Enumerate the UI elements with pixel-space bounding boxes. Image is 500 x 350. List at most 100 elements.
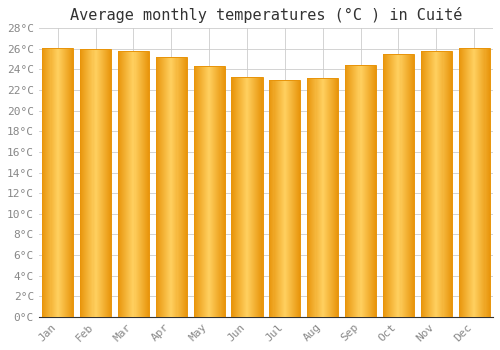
Bar — [373, 65, 374, 317]
Bar — [199, 66, 200, 317]
Bar — [387, 54, 388, 317]
Bar — [390, 54, 391, 317]
Bar — [122, 51, 123, 317]
Bar — [196, 66, 198, 317]
Bar — [314, 78, 316, 317]
Bar — [324, 78, 325, 317]
Bar — [400, 54, 402, 317]
Bar — [64, 48, 65, 317]
Bar — [331, 78, 332, 317]
Bar — [138, 51, 140, 317]
Bar — [82, 49, 83, 317]
Bar — [118, 51, 119, 317]
Bar — [238, 77, 240, 317]
Bar — [383, 54, 414, 317]
Bar — [333, 78, 334, 317]
Bar — [88, 49, 90, 317]
Bar — [176, 57, 178, 317]
Bar — [291, 80, 292, 317]
Bar — [318, 78, 320, 317]
Bar — [362, 65, 364, 317]
Bar — [270, 80, 272, 317]
Bar — [100, 49, 101, 317]
Bar — [480, 48, 482, 317]
Bar — [396, 54, 398, 317]
Bar — [248, 77, 249, 317]
Bar — [404, 54, 406, 317]
Bar — [473, 48, 474, 317]
Bar — [254, 77, 256, 317]
Bar — [211, 66, 212, 317]
Bar — [307, 78, 308, 317]
Bar — [424, 51, 425, 317]
Bar — [274, 80, 276, 317]
Bar — [168, 57, 169, 317]
Bar — [476, 48, 477, 317]
Bar — [180, 57, 182, 317]
Bar — [206, 66, 207, 317]
Bar — [234, 77, 236, 317]
Bar — [202, 66, 203, 317]
Bar — [81, 49, 82, 317]
Bar — [108, 49, 109, 317]
Bar — [244, 77, 245, 317]
Bar — [356, 65, 358, 317]
Bar — [276, 80, 278, 317]
Bar — [128, 51, 130, 317]
Bar — [398, 54, 400, 317]
Bar — [429, 51, 430, 317]
Bar — [222, 66, 224, 317]
Bar — [392, 54, 393, 317]
Bar — [326, 78, 327, 317]
Bar — [144, 51, 145, 317]
Bar — [145, 51, 146, 317]
Bar — [433, 51, 434, 317]
Bar — [98, 49, 100, 317]
Bar — [393, 54, 394, 317]
Bar — [203, 66, 204, 317]
Bar — [70, 48, 71, 317]
Bar — [285, 80, 286, 317]
Bar — [69, 48, 70, 317]
Bar — [335, 78, 336, 317]
Bar — [345, 65, 376, 317]
Bar — [316, 78, 318, 317]
Bar — [118, 51, 149, 317]
Bar — [80, 49, 81, 317]
Bar — [198, 66, 199, 317]
Bar — [140, 51, 141, 317]
Bar — [178, 57, 180, 317]
Bar — [468, 48, 469, 317]
Bar — [60, 48, 61, 317]
Bar — [421, 51, 452, 317]
Bar — [240, 77, 241, 317]
Bar — [85, 49, 86, 317]
Bar — [383, 54, 384, 317]
Bar — [201, 66, 202, 317]
Bar — [286, 80, 287, 317]
Bar — [391, 54, 392, 317]
Bar — [126, 51, 127, 317]
Bar — [251, 77, 252, 317]
Bar — [186, 57, 187, 317]
Bar — [412, 54, 413, 317]
Bar — [143, 51, 144, 317]
Bar — [121, 51, 122, 317]
Bar — [96, 49, 98, 317]
Bar — [421, 51, 422, 317]
Bar — [488, 48, 490, 317]
Bar — [256, 77, 258, 317]
Bar — [475, 48, 476, 317]
Bar — [42, 48, 74, 317]
Bar — [280, 80, 282, 317]
Bar — [460, 48, 462, 317]
Bar — [328, 78, 329, 317]
Bar — [385, 54, 386, 317]
Bar — [200, 66, 201, 317]
Bar — [123, 51, 124, 317]
Bar — [109, 49, 110, 317]
Bar — [232, 77, 234, 317]
Bar — [428, 51, 429, 317]
Bar — [432, 51, 433, 317]
Bar — [104, 49, 105, 317]
